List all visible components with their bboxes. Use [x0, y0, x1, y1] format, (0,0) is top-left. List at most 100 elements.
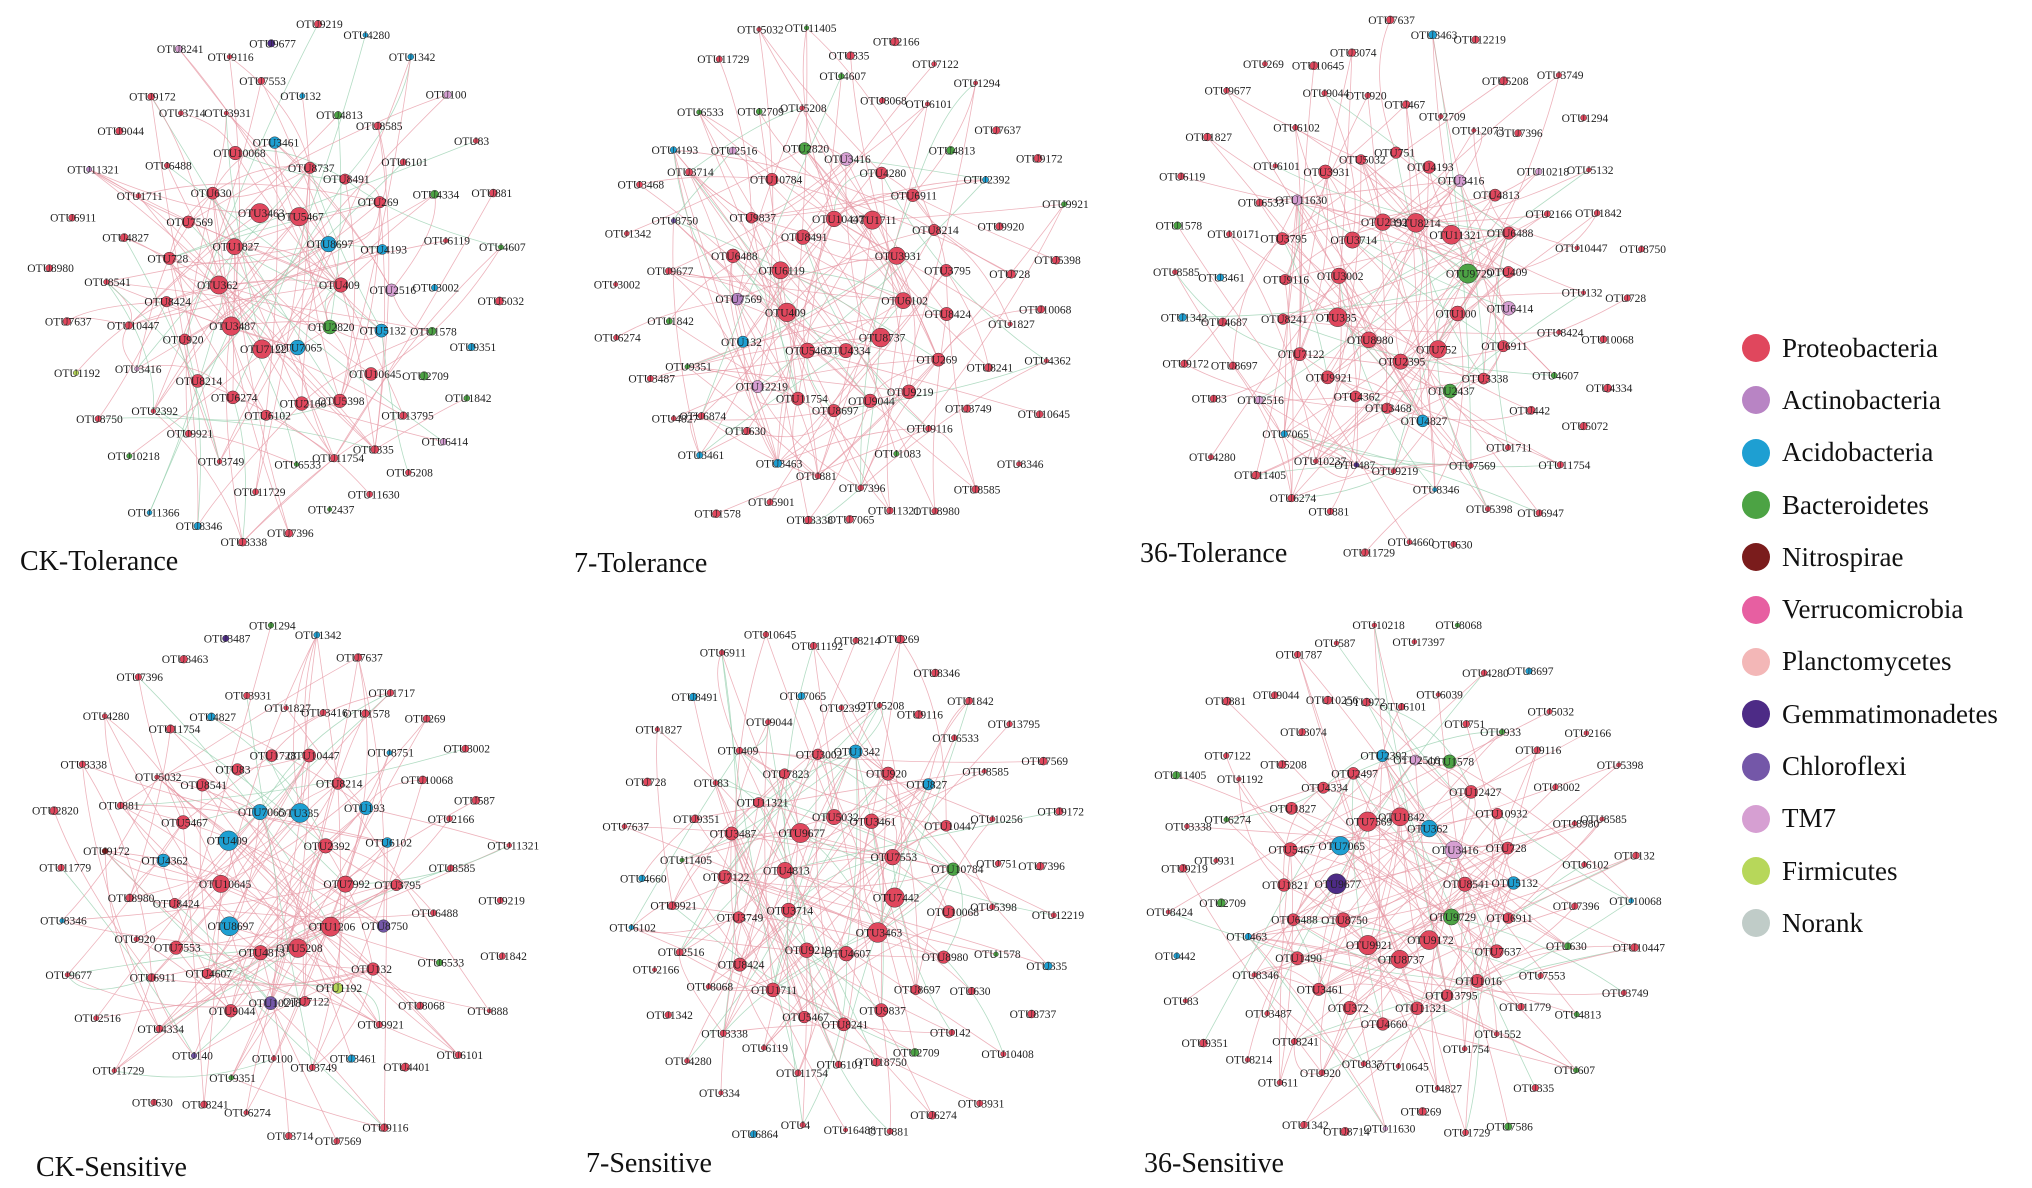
network-node: OTU1827	[988, 319, 1035, 331]
node-label: OTU10218	[1352, 620, 1405, 632]
panel-title: 36-Sensitive	[1144, 1148, 1284, 1179]
node-label: OTU9172	[129, 92, 176, 104]
network-node: OTU4280	[1189, 452, 1236, 464]
network-node: OTU8068	[1435, 620, 1482, 632]
network-node: OTU1754	[1443, 1044, 1490, 1056]
node-dot	[875, 166, 888, 180]
node-label: OTU3416	[1432, 845, 1479, 857]
node-dot	[1178, 313, 1187, 322]
network-node: OTU9116	[1515, 745, 1561, 757]
node-dot	[779, 768, 790, 780]
node-label: OTU11321	[67, 164, 119, 176]
node-label: OTU972	[1345, 697, 1386, 709]
network-edge	[1386, 232, 1510, 409]
node-dot	[1502, 226, 1516, 240]
node-dot	[777, 302, 797, 322]
node-dot	[49, 806, 59, 816]
panel-title: CK-Tolerance	[20, 546, 179, 577]
network-edge	[169, 201, 380, 259]
network-node: OTU6864	[732, 1129, 779, 1141]
node-label: OTU4362	[1024, 356, 1071, 368]
network-edge	[737, 298, 819, 477]
node-dot	[845, 515, 854, 524]
node-label: OTU6102	[881, 296, 928, 308]
node-label: OTU7569	[166, 217, 213, 229]
network-node: OTU6119	[759, 261, 805, 280]
node-dot	[1036, 862, 1045, 871]
network-node: OTU9920	[978, 221, 1025, 233]
network-edge	[182, 822, 205, 1105]
node-dot	[1357, 935, 1378, 956]
network-edge	[739, 773, 889, 965]
node-label: OTU7553	[871, 852, 918, 864]
network-edge	[722, 856, 893, 1034]
node-label: OTU4	[781, 1120, 811, 1132]
network-node: OTU751	[1444, 719, 1485, 731]
node-dot	[654, 726, 660, 732]
network-edge	[1282, 166, 1430, 240]
node-label: OTU3338	[220, 537, 267, 549]
node-dot	[430, 189, 440, 199]
node-label: OTU9921	[650, 901, 697, 913]
network-node: OTU9044	[209, 1004, 256, 1018]
network-node: OTU9677	[778, 823, 825, 843]
network-node: OTU3795	[1260, 232, 1307, 246]
network-edge	[631, 917, 739, 934]
node-label: OTU9351	[209, 1073, 256, 1085]
network-edge	[225, 326, 243, 543]
node-label: OTU1729	[1444, 1128, 1491, 1140]
network-node: OTU7553	[239, 76, 286, 88]
node-dot	[467, 343, 476, 351]
network-edge	[228, 840, 339, 989]
node-label: OTU7122	[703, 872, 750, 884]
network-edge	[120, 657, 359, 806]
node-dot	[1390, 146, 1403, 159]
node-dot	[1333, 640, 1340, 646]
node-dot	[931, 61, 937, 67]
network-node: OTU4362	[1024, 356, 1071, 368]
network-edge	[136, 193, 435, 370]
node-dot	[1579, 422, 1588, 431]
node-dot	[1628, 898, 1634, 904]
node-label: OTU920	[114, 934, 155, 946]
node-label: OTU3795	[374, 880, 421, 892]
node-label: OTU2820	[32, 806, 79, 818]
legend-swatch	[1742, 386, 1770, 415]
network-node: OTU6102	[244, 409, 291, 422]
network-graph: OTU1206OTU5208OTU4813OTU8697OTU10645OTU4…	[32, 620, 539, 1148]
node-dot	[814, 472, 822, 480]
node-label: OTU10645	[744, 629, 797, 641]
node-dot	[798, 142, 811, 155]
network-edge	[383, 842, 388, 1128]
network-edge	[672, 220, 701, 456]
node-label: OTU5208	[1482, 76, 1529, 88]
node-label: OTU487	[1334, 460, 1375, 472]
node-label: OTU6874	[679, 411, 726, 423]
node-label: OTU7065	[779, 691, 826, 703]
node-dot	[1000, 1051, 1007, 1058]
network-node: OTU4813	[1555, 1009, 1602, 1021]
node-dot	[333, 1137, 341, 1145]
network-node: OTU10408	[981, 1049, 1034, 1061]
node-label: OTU1342	[295, 630, 342, 642]
network-panel-7-sensitive: OTU3463 OTU4607 OTU9219 OTU3714 OTU4813 OTU96…	[560, 600, 1140, 1188]
node-label: OTU16488	[824, 1125, 877, 1137]
node-label: OTU728	[147, 253, 188, 265]
network-edge	[797, 398, 891, 511]
node-label: OTU5467	[782, 1012, 829, 1024]
node-label: OTU1728	[250, 751, 297, 763]
network-edge	[1283, 787, 1324, 886]
network-node: OTU3749	[198, 457, 245, 469]
node-label: OTU1827	[1269, 803, 1316, 815]
network-edge	[758, 802, 877, 1063]
node-label: OTU6274	[224, 1108, 271, 1120]
network-node: OTU5208	[1260, 759, 1307, 771]
node-dot	[1007, 321, 1013, 327]
network-node: OTU5132	[1567, 165, 1614, 177]
network-edge	[212, 142, 275, 194]
node-dot	[216, 458, 223, 465]
node-label: OTU1578	[694, 509, 741, 521]
node-label: OTU5467	[277, 212, 324, 224]
network-edge	[1291, 807, 1509, 919]
node-dot	[1556, 461, 1564, 469]
